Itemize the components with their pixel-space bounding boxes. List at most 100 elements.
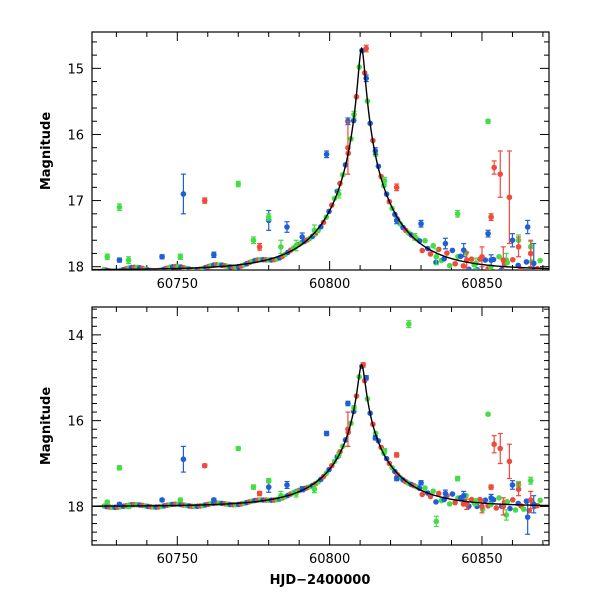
data-point: [454, 475, 461, 482]
data-point: [444, 250, 450, 256]
data-point: [506, 458, 513, 465]
data-point: [435, 490, 442, 497]
y-tick-label: 16: [67, 128, 84, 143]
data-point: [104, 253, 111, 260]
data-point: [265, 484, 272, 490]
data-point: [159, 497, 165, 503]
y-tick-label: 17: [67, 195, 84, 210]
data-point: [509, 237, 516, 244]
data-point: [265, 214, 272, 220]
data-point: [430, 488, 437, 494]
data-point: [116, 257, 123, 263]
data-point: [479, 253, 485, 260]
data-point: [530, 260, 537, 267]
plot-frame: [91, 31, 550, 271]
data-point: [250, 237, 257, 244]
data-point: [521, 271, 527, 277]
data-point: [442, 240, 449, 247]
y-axis-label: Magnitude: [39, 112, 54, 191]
data-point: [250, 484, 257, 490]
data-point: [491, 164, 497, 171]
data-point: [491, 441, 497, 448]
data-point: [422, 237, 428, 244]
data-point: [235, 445, 242, 452]
data-point: [507, 270, 513, 276]
data-point: [452, 499, 458, 506]
data-point: [363, 45, 370, 52]
x-tick-label: 60850: [461, 277, 502, 292]
data-point: [323, 151, 330, 158]
data-point: [537, 497, 543, 504]
data-point: [449, 247, 456, 254]
y-tick-label: 18: [67, 500, 84, 515]
data-point: [503, 512, 510, 518]
data-point: [488, 257, 494, 263]
data-point: [393, 452, 400, 458]
data-point: [180, 191, 187, 197]
model-curve: [92, 363, 549, 507]
data-point: [446, 262, 453, 269]
data-point: [485, 230, 491, 237]
data-point: [504, 498, 511, 505]
data-point: [520, 506, 527, 512]
data-point: [422, 485, 428, 491]
data-point: [211, 251, 217, 258]
data-point: [500, 257, 507, 263]
data-point: [488, 484, 494, 490]
data-point: [463, 501, 470, 508]
data-point: [488, 214, 494, 220]
data-point: [523, 259, 530, 265]
data-point: [485, 411, 491, 418]
data-point: [512, 507, 519, 513]
data-point: [393, 475, 400, 482]
x-tick-label: 60750: [157, 552, 198, 567]
data-point: [496, 495, 502, 501]
y-tick-label: 14: [67, 329, 84, 344]
data-point: [507, 505, 513, 512]
data-point: [524, 224, 531, 230]
data-point: [430, 242, 437, 249]
data-point: [509, 482, 516, 488]
data-point: [177, 253, 184, 260]
data-point: [460, 263, 467, 269]
data-point: [265, 477, 272, 484]
data-point: [506, 194, 513, 201]
data-point: [537, 257, 543, 264]
data-point: [488, 501, 494, 508]
data-point: [526, 274, 532, 280]
data-point: [256, 490, 263, 497]
model-curve: [92, 46, 549, 270]
data-point: [474, 266, 480, 270]
x-tick-label: 60800: [309, 552, 350, 567]
data-point: [393, 184, 400, 191]
data-point: [201, 197, 208, 204]
data-point: [509, 256, 516, 263]
data-point: [235, 181, 242, 187]
data-point: [454, 211, 461, 217]
data-point: [488, 495, 494, 501]
data-point: [452, 260, 458, 267]
data-point: [433, 253, 440, 260]
x-tick-label: 60800: [309, 277, 350, 292]
data-point: [284, 224, 290, 230]
x-axis-label: HJD−2400000: [270, 573, 371, 588]
data-point: [381, 177, 388, 184]
plot-frame: [91, 306, 550, 546]
data-point: [201, 462, 208, 469]
data-point: [482, 497, 489, 503]
data-point: [433, 499, 439, 505]
data-point: [449, 491, 456, 497]
data-point: [311, 486, 318, 493]
data-point: [513, 273, 519, 279]
data-point: [116, 465, 123, 471]
data-point: [177, 497, 184, 503]
data-point: [433, 518, 440, 525]
data-point: [442, 490, 449, 497]
data-point: [515, 486, 522, 493]
data-point: [485, 118, 491, 125]
data-point: [318, 224, 324, 230]
data-point: [256, 244, 263, 250]
bottom-panel: 60750 60800 60850 14 16 18 Magnitude: [39, 306, 550, 567]
data-point: [496, 253, 502, 260]
data-point: [460, 492, 467, 499]
